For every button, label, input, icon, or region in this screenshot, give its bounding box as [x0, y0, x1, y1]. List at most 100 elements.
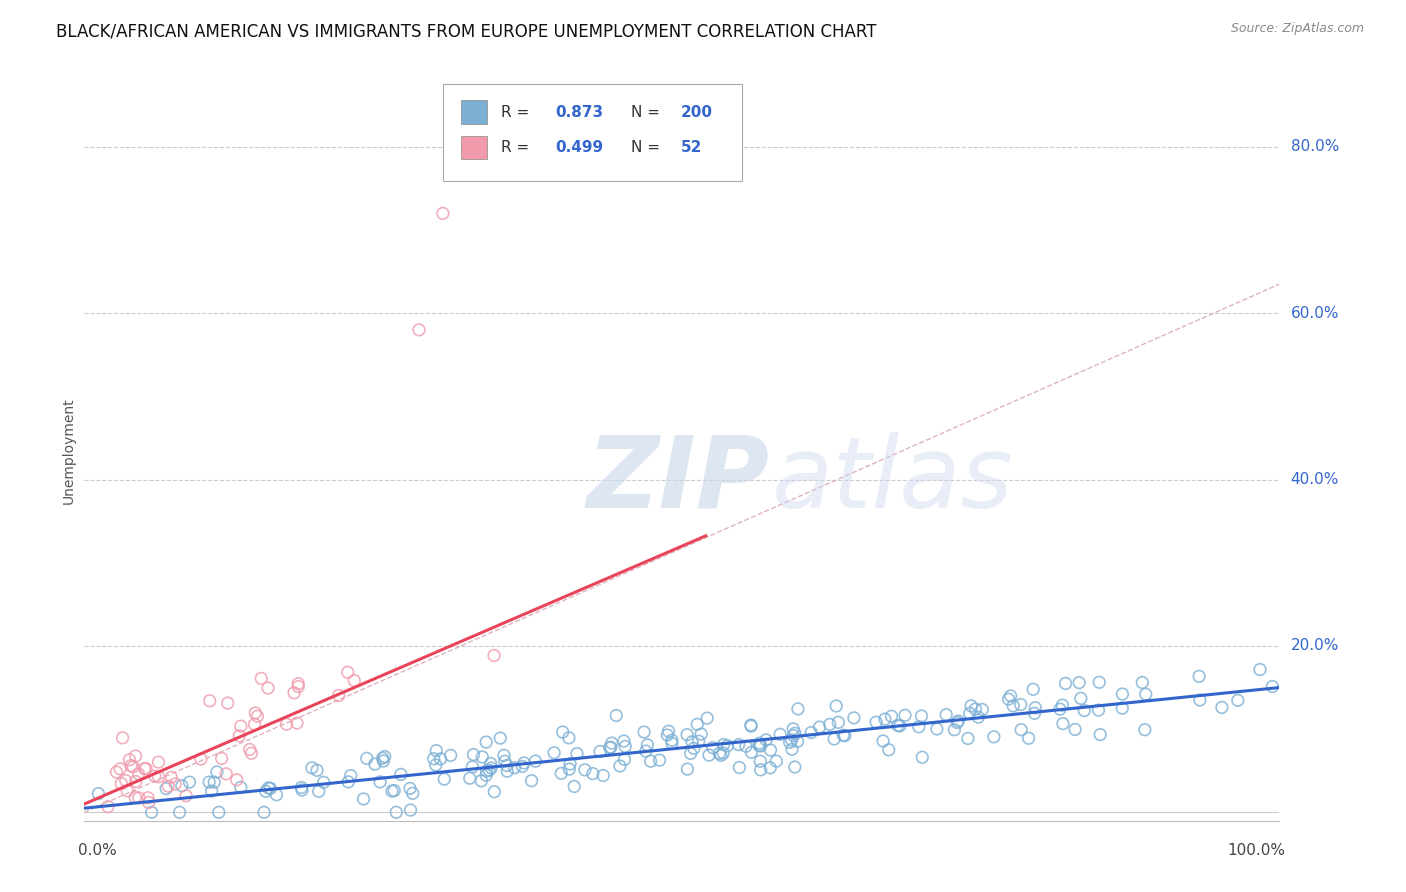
Point — [640, 754, 662, 768]
Point — [425, 743, 447, 757]
Point — [475, 735, 498, 749]
Point — [709, 747, 731, 761]
Text: atlas: atlas — [772, 432, 1014, 529]
Point — [582, 766, 605, 780]
Point — [433, 772, 456, 786]
Point — [471, 750, 494, 764]
Point — [108, 762, 131, 776]
Point — [1010, 723, 1032, 737]
Point — [983, 730, 1005, 744]
Point — [679, 747, 702, 761]
Point — [312, 775, 335, 789]
Point — [136, 790, 159, 805]
Point — [755, 733, 778, 747]
Point — [179, 775, 201, 789]
Point — [259, 781, 281, 796]
Point — [713, 738, 735, 752]
Point — [925, 722, 948, 736]
Point — [118, 753, 141, 767]
Text: 0.873: 0.873 — [555, 104, 603, 120]
Point — [160, 770, 183, 784]
Point — [894, 708, 917, 723]
Point — [246, 709, 269, 723]
Point — [658, 724, 681, 739]
Point — [614, 739, 637, 754]
Point — [1188, 669, 1211, 683]
Point — [353, 792, 375, 806]
Text: 0.0%: 0.0% — [79, 843, 117, 858]
Point — [681, 735, 703, 749]
FancyBboxPatch shape — [461, 136, 486, 160]
Point — [254, 784, 277, 798]
Point — [475, 768, 498, 782]
Point — [128, 767, 150, 781]
Point — [688, 734, 710, 748]
Point — [589, 744, 612, 758]
Point — [710, 748, 733, 763]
Point — [253, 805, 276, 820]
Point — [946, 715, 969, 730]
Point — [543, 746, 565, 760]
Point — [215, 767, 238, 781]
Point — [208, 805, 231, 820]
Point — [965, 702, 987, 716]
Point — [283, 686, 305, 700]
Point — [371, 751, 394, 765]
Point — [148, 755, 170, 769]
Point — [740, 745, 762, 759]
Point — [749, 763, 772, 777]
Point — [461, 760, 484, 774]
Point — [155, 781, 177, 796]
Point — [648, 753, 671, 767]
Point — [565, 747, 588, 761]
Point — [225, 772, 247, 787]
Point — [524, 754, 547, 768]
Point — [339, 768, 361, 782]
Point — [711, 746, 734, 760]
Point — [1002, 698, 1025, 713]
Point — [1010, 698, 1032, 712]
Point — [910, 709, 932, 723]
Point — [676, 728, 699, 742]
Point — [1069, 675, 1091, 690]
Point — [702, 740, 724, 755]
Point — [290, 780, 312, 795]
Text: 60.0%: 60.0% — [1291, 306, 1339, 321]
Point — [1111, 701, 1133, 715]
Point — [382, 783, 405, 797]
Point — [740, 719, 762, 733]
Point — [440, 748, 463, 763]
Point — [513, 756, 536, 770]
Point — [956, 731, 979, 746]
Point — [385, 805, 408, 820]
Point — [250, 672, 273, 686]
Point — [479, 756, 502, 771]
Point — [482, 648, 505, 663]
Point — [1133, 723, 1156, 737]
Point — [782, 729, 804, 743]
Point — [110, 776, 132, 790]
Text: 52: 52 — [681, 140, 702, 155]
Point — [432, 206, 454, 220]
Point — [825, 698, 848, 713]
Point — [276, 717, 298, 731]
Point — [211, 751, 233, 765]
Text: R =: R = — [502, 104, 534, 120]
Point — [243, 717, 266, 731]
Point — [697, 748, 720, 763]
Point — [865, 715, 887, 730]
Point — [657, 728, 679, 742]
Point — [1052, 698, 1074, 713]
Point — [1064, 723, 1087, 737]
Point — [291, 783, 314, 797]
Point — [356, 751, 378, 765]
Point — [562, 780, 585, 794]
Point — [960, 698, 983, 713]
Point — [115, 784, 138, 798]
Point — [550, 766, 572, 780]
Point — [716, 739, 738, 753]
Point — [165, 777, 187, 791]
Point — [381, 784, 404, 798]
Point — [494, 754, 516, 768]
Point — [613, 734, 636, 748]
